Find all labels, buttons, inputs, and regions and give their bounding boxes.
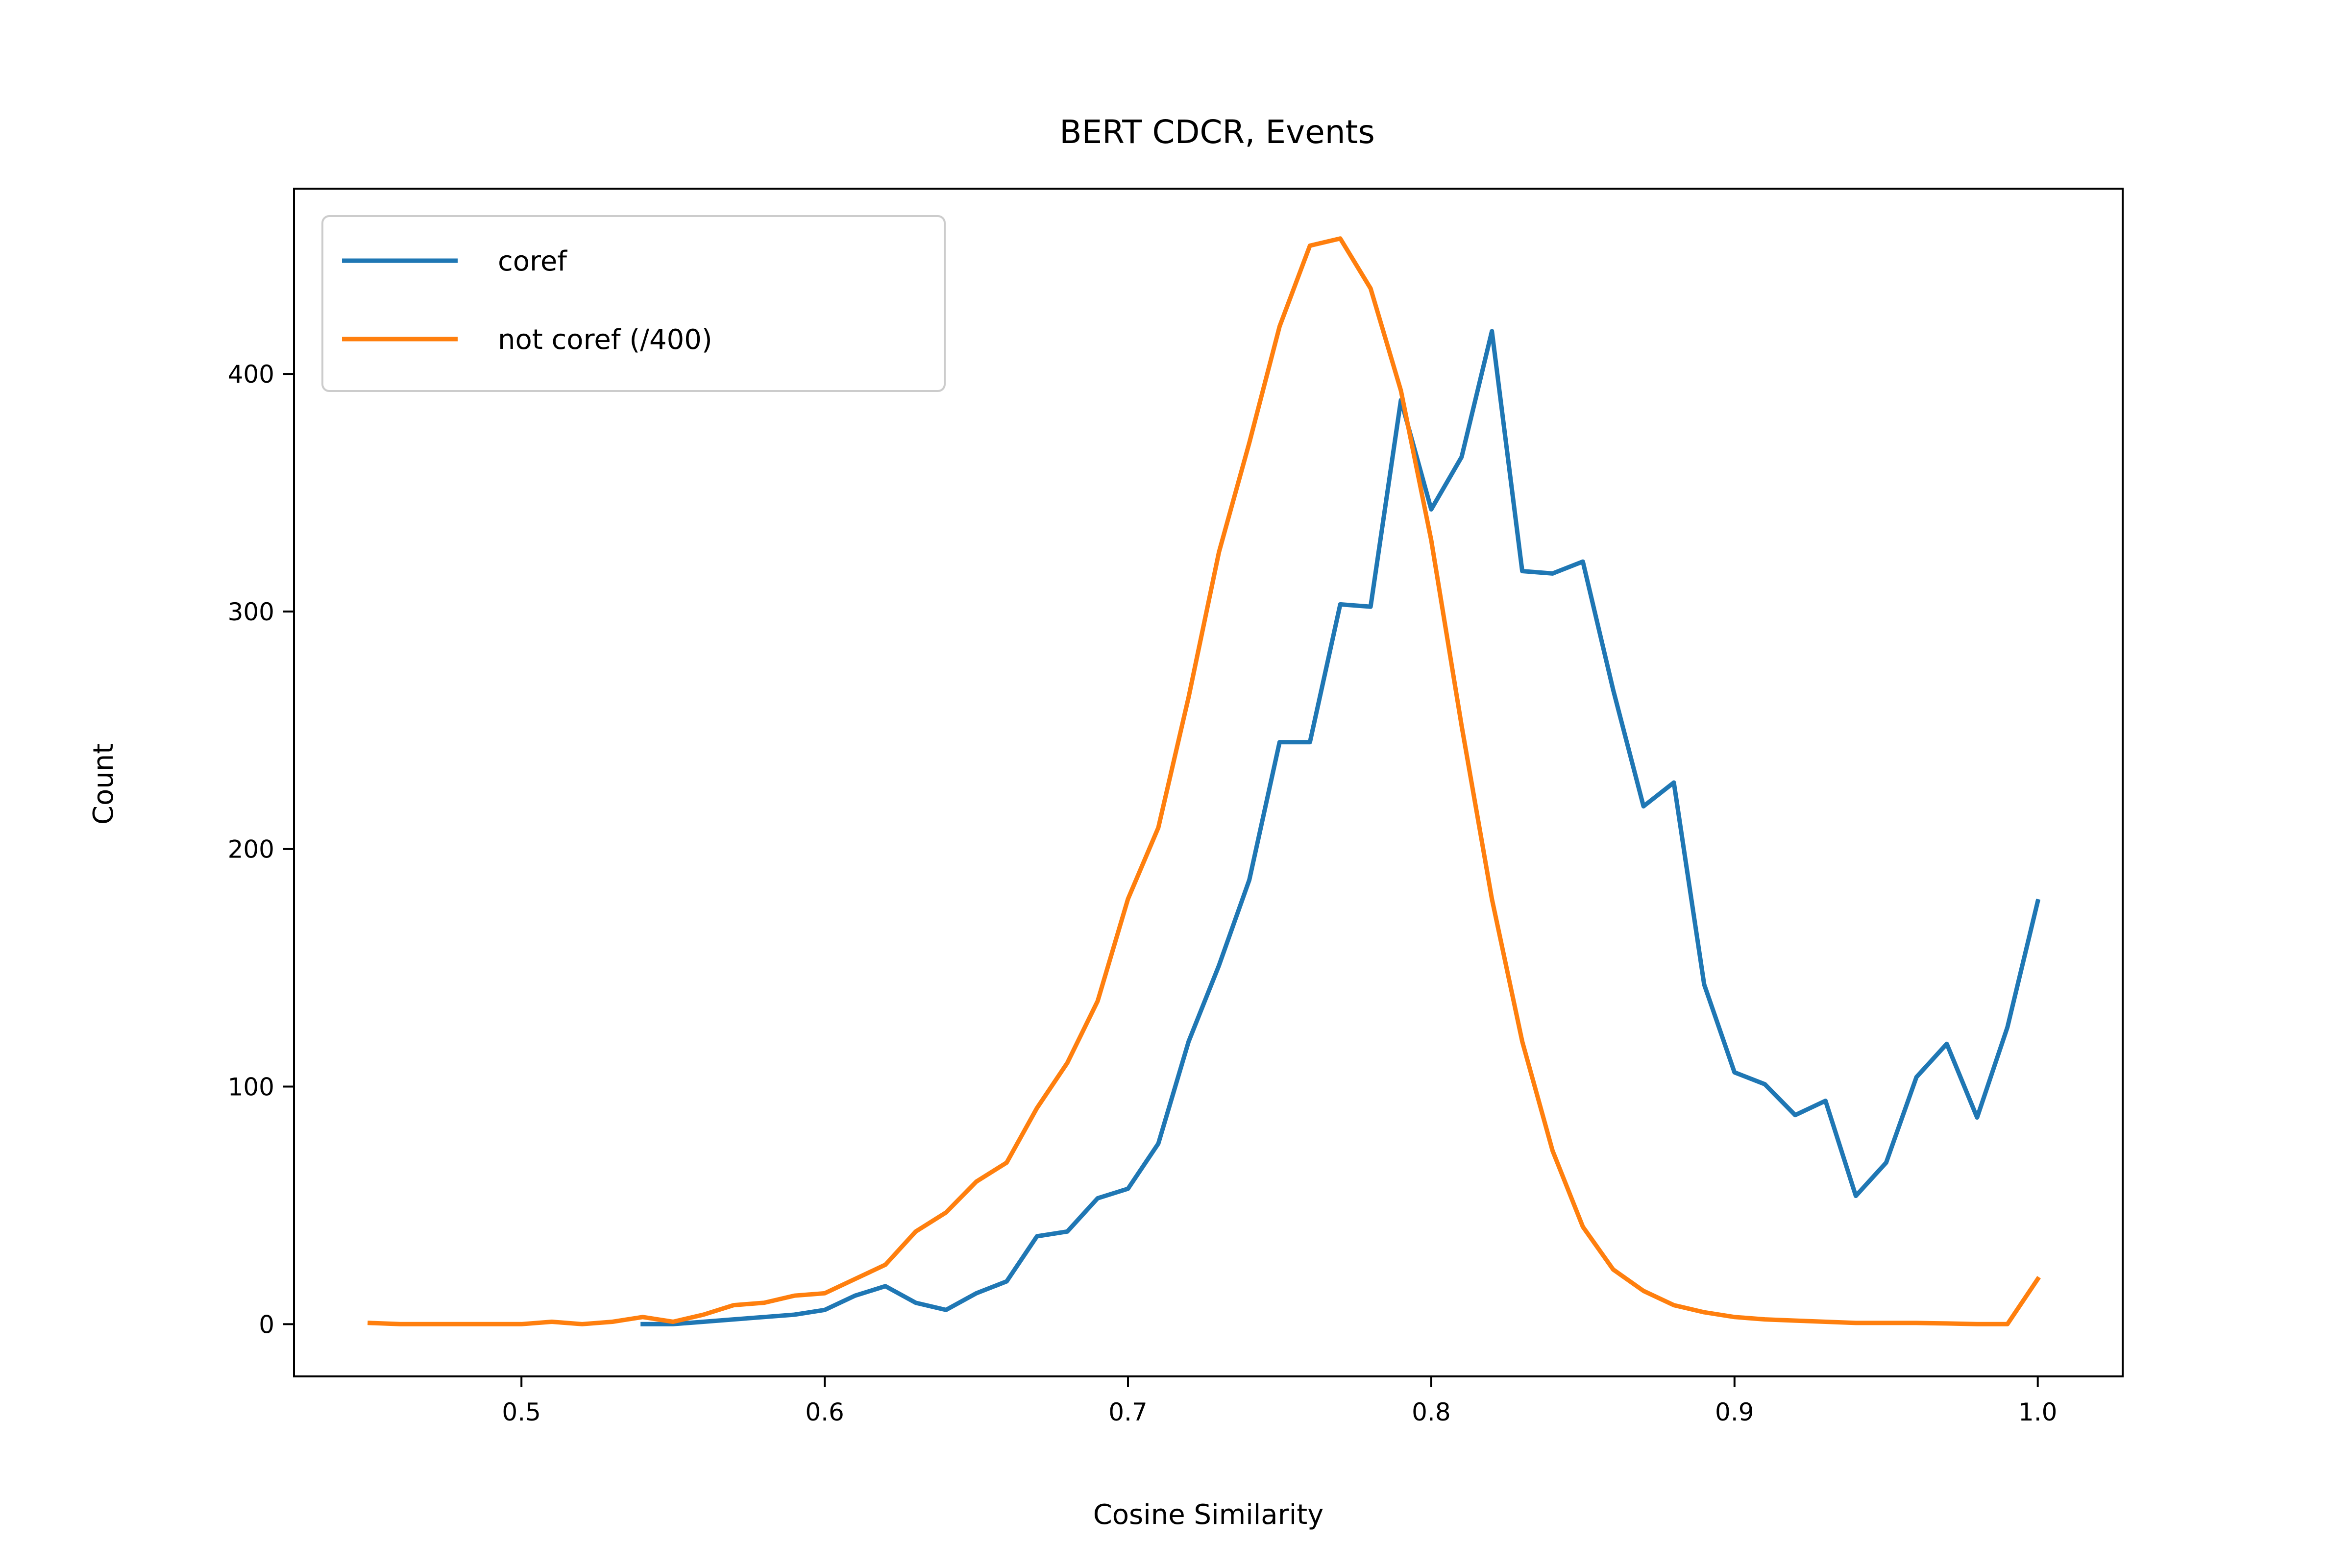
legend-box	[321, 215, 946, 392]
x-tick-label: 0.6	[805, 1398, 844, 1426]
series-line-not-coref	[368, 236, 2041, 1326]
x-tick-label: 0.9	[1715, 1398, 1754, 1426]
legend-label-coref: coref	[498, 245, 567, 277]
y-axis-label: Count	[88, 743, 120, 825]
series-line-coref	[640, 329, 2041, 1326]
y-axis: 0 100 200 300 400	[228, 360, 294, 1339]
y-tick-label: 400	[228, 360, 274, 389]
legend: coref not coref (/400)	[321, 215, 946, 392]
chart-title: BERT CDCR, Events	[1059, 113, 1375, 151]
legend-label-not-coref: not coref (/400)	[498, 324, 712, 356]
x-axis: 0.5 0.6 0.7 0.8 0.9 1.0	[502, 1376, 2057, 1426]
y-tick-label: 200	[228, 835, 274, 864]
x-axis-label: Cosine Similarity	[1093, 1499, 1324, 1531]
x-tick-label: 0.8	[1412, 1398, 1451, 1426]
x-tick-label: 0.7	[1108, 1398, 1148, 1426]
plot-frame	[293, 188, 2124, 1377]
x-tick-label: 0.5	[502, 1398, 541, 1426]
y-tick-label: 100	[228, 1073, 274, 1102]
y-tick-label: 300	[228, 598, 274, 626]
series-lines	[368, 236, 2041, 1326]
y-tick-label: 0	[259, 1310, 274, 1339]
x-tick-label: 1.0	[2018, 1398, 2058, 1426]
